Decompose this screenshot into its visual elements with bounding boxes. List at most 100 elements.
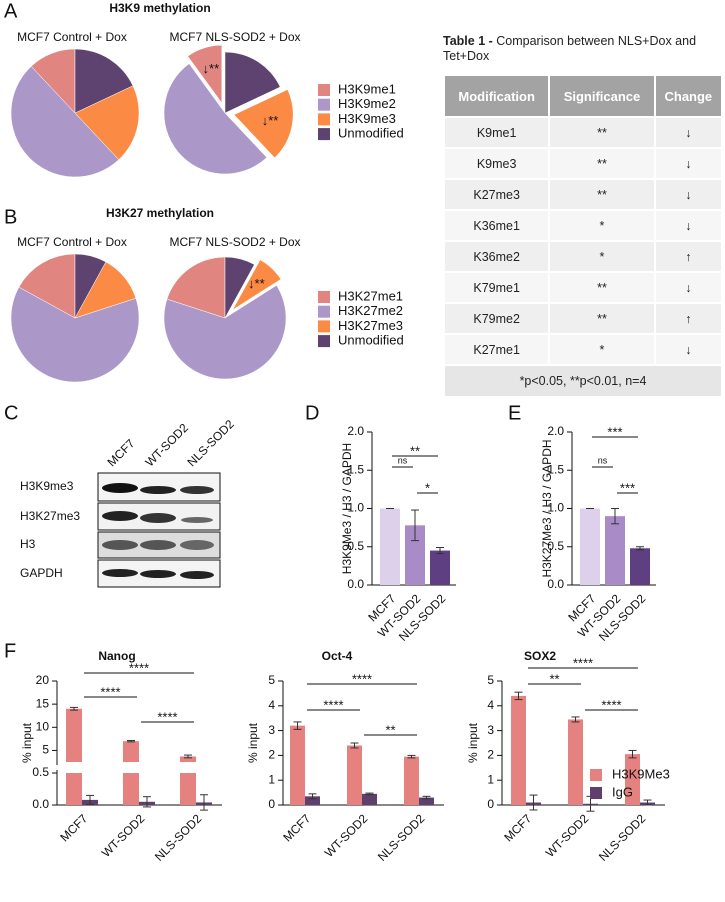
y-tick-label: 4 (268, 698, 275, 712)
legend-swatch (318, 291, 330, 303)
bar (404, 756, 419, 805)
blot-band (181, 517, 213, 523)
table-panel: Table 1 - Comparison between NLS+Dox and… (443, 34, 723, 398)
table-cell: * (550, 242, 654, 271)
pie-title: MCF7 NLS-SOD2 + Dox (169, 30, 300, 44)
y-tick-label: 5 (42, 743, 49, 757)
bar (305, 796, 320, 805)
pie-slice (224, 256, 255, 319)
blot-band (102, 569, 138, 577)
significance-label: ns (598, 455, 608, 465)
bar (66, 708, 82, 805)
blot-row-label: H3K9me3 (20, 479, 74, 493)
table-header: Change (655, 76, 721, 116)
bar (511, 695, 526, 805)
table-cell: K36me2 (445, 242, 549, 271)
significance-label: ** (410, 443, 420, 458)
table-cell: ** (550, 180, 654, 209)
legend-swatch (318, 113, 330, 126)
y-tick-label: 0.0 (347, 577, 364, 591)
table-cell: K27me1 (445, 335, 549, 364)
y-tick-label: 1.5 (347, 462, 364, 476)
table-cell: ** (550, 304, 654, 333)
pie-slice (163, 63, 268, 175)
table-cell: K9me1 (445, 118, 549, 147)
table-footer: *p<0.05, **p<0.01, n=4 (445, 366, 721, 396)
bar (419, 797, 434, 805)
y-axis-label: H3K9Me3 / H3 / GAPDH (340, 443, 354, 574)
y-tick-label: 5 (487, 673, 494, 687)
significance-label: **** (601, 697, 621, 712)
panel-letter: D (305, 402, 319, 424)
legend-label: H3K27me1 (338, 288, 403, 303)
bar (290, 725, 305, 805)
x-tick-label: NLS-SOD2 (596, 811, 649, 864)
blot-band (180, 540, 214, 550)
significance-label: **** (573, 655, 593, 670)
significance-label: **** (352, 671, 372, 686)
table-label: Table 1 - (443, 34, 493, 48)
legend-swatch (318, 305, 330, 318)
pie-slice (10, 286, 140, 383)
x-tick-label: MCF7 (57, 811, 90, 844)
table-row: K36me1 * ↓ (445, 211, 721, 240)
legend-label: Unmodified (338, 126, 404, 141)
y-tick-label: 2 (268, 748, 275, 762)
blot-band (102, 540, 138, 550)
y-tick-label: 2 (487, 748, 494, 762)
significance-label: *** (620, 480, 635, 495)
legend-swatch (590, 769, 602, 781)
y-tick-label: 3 (268, 723, 275, 737)
blot-column-label: MCF7 (104, 436, 137, 469)
table-cell: * (550, 335, 654, 364)
legend-label: H3K27me2 (338, 303, 403, 318)
significance-label: **** (323, 697, 343, 712)
table-row: K9me3 ** ↓ (445, 149, 721, 178)
table-cell: ↓ (655, 335, 721, 364)
x-tick-label: WT-SOD2 (543, 811, 592, 860)
table-cell: K9me3 (445, 149, 549, 178)
y-tick-label: 1.0 (547, 501, 564, 515)
pie-annotation: ↓** (248, 276, 265, 291)
blot-row-label: H3 (20, 537, 36, 551)
pie-annotation: ↓** (262, 113, 279, 128)
significance-label: **** (100, 684, 120, 699)
legend-label: H3K9me3 (338, 111, 396, 126)
table-cell: ↓ (655, 180, 721, 209)
table-cell: K27me3 (445, 180, 549, 209)
y-tick-label: 20 (36, 673, 50, 687)
table-header: Modification (445, 76, 549, 116)
table-cell: K79me1 (445, 273, 549, 302)
pie-slice (231, 87, 295, 161)
y-tick-label: 1 (487, 772, 494, 786)
y-tick-label: 0.5 (32, 765, 49, 779)
pie-slice (74, 48, 134, 114)
significance-label: *** (607, 424, 622, 439)
table-row: K27me3 ** ↓ (445, 180, 721, 209)
pie-slice (166, 256, 226, 319)
significance-label: **** (129, 660, 149, 675)
panel-letter: F (4, 640, 16, 662)
pie-slice (229, 257, 284, 314)
table-cell: ** (550, 149, 654, 178)
bar (380, 508, 400, 585)
y-tick-label: 1 (268, 772, 275, 786)
y-tick-label: 3 (487, 723, 494, 737)
blot-row-label: H3K27me3 (20, 509, 80, 523)
table-row: K27me1 * ↓ (445, 335, 721, 364)
y-axis-label: % input (466, 722, 480, 763)
y-tick-label: 4 (487, 698, 494, 712)
x-tick-label: NLS-SOD2 (152, 811, 205, 864)
bar (625, 754, 640, 805)
bar (405, 525, 425, 585)
panel-letter: E (508, 402, 521, 424)
panel-letter: C (4, 402, 18, 424)
legend-label: IgG (612, 784, 633, 799)
y-tick-label: 0.0 (32, 797, 49, 811)
table-cell: ↑ (655, 304, 721, 333)
bar (347, 745, 362, 805)
y-tick-label: 0.5 (547, 539, 564, 553)
pie-annotation: ↓** (203, 61, 220, 76)
table-caption: Table 1 - Comparison between NLS+Dox and… (443, 34, 723, 64)
panel-letter: B (4, 206, 17, 228)
